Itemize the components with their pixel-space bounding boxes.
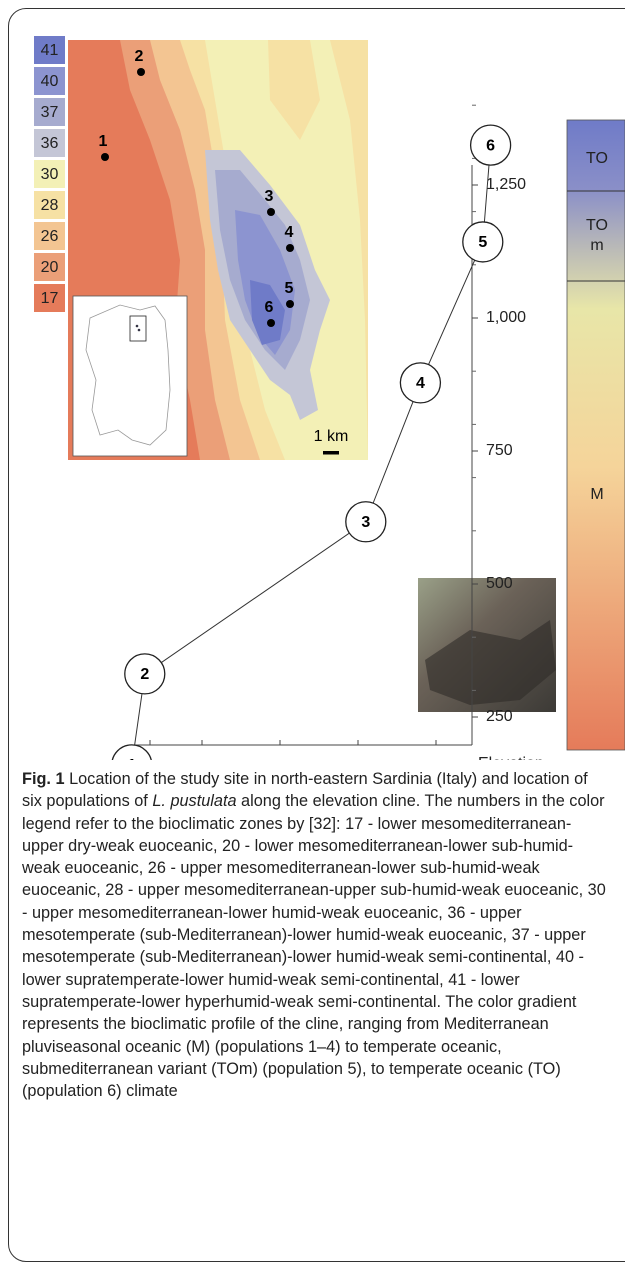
site-label: 2 <box>135 48 144 65</box>
caption-label: Fig. 1 <box>22 770 65 788</box>
x-tick-label: 9 <box>354 758 363 760</box>
legend-label: 20 <box>41 259 59 276</box>
x-axis-label: Km <box>86 758 110 760</box>
legend-label: 41 <box>41 42 59 59</box>
legend-label: 17 <box>41 290 59 307</box>
profile-point-label: 6 <box>486 137 495 154</box>
y-tick-label: 1,000 <box>486 309 526 326</box>
scale-bar <box>323 451 339 455</box>
site-point <box>267 319 275 327</box>
x-tick-label: 3 <box>198 758 207 760</box>
site-label: 1 <box>99 133 108 150</box>
page: 1 km 123456 414037363028262017 TO TOm M … <box>0 0 625 1267</box>
profile-point-label: 5 <box>478 234 487 251</box>
y-tick-label: 500 <box>486 575 513 592</box>
zone-label: TO <box>586 150 608 167</box>
y-tick-label: 250 <box>486 708 513 725</box>
scale-label: 1 km <box>314 428 349 445</box>
profile-point-label: 2 <box>140 666 149 683</box>
site-point <box>267 208 275 216</box>
zone-bar <box>567 120 625 750</box>
y-tick-label: 750 <box>486 442 513 459</box>
legend-label: 30 <box>41 166 59 183</box>
site-point <box>286 244 294 252</box>
species-name: L. pustulata <box>152 792 236 810</box>
legend-label: 36 <box>41 135 59 152</box>
site-point <box>101 153 109 161</box>
figure-caption: Fig. 1 Location of the study site in nor… <box>22 768 610 1102</box>
profile-point-label: 3 <box>361 514 370 531</box>
legend-label: 28 <box>41 197 59 214</box>
site-label: 4 <box>285 224 294 241</box>
site-label: 5 <box>285 280 294 297</box>
legend-label: 40 <box>41 73 59 90</box>
legend-label: 37 <box>41 104 59 121</box>
y-axis-label: Elevation <box>478 755 544 760</box>
x-tick-label: 12 <box>427 758 445 760</box>
profile-point-label: 4 <box>416 375 425 392</box>
inset-site <box>136 325 139 328</box>
site-label: 3 <box>265 188 274 205</box>
site-point <box>137 68 145 76</box>
profile-point-label: 1 <box>127 757 136 760</box>
y-tick-label: 1,250 <box>486 176 526 193</box>
map: 1 km 1 2 3 4 56 <box>68 40 368 460</box>
site-label: 6 <box>265 299 274 316</box>
x-tick-label: 6 <box>276 758 285 760</box>
inset-site <box>138 329 141 332</box>
site-point <box>286 300 294 308</box>
legend: 41 40 37 36 30 28 26 20 17 <box>34 36 65 312</box>
legend-label: 26 <box>41 228 59 245</box>
zone-label: M <box>590 486 603 503</box>
caption-text: along the elevation cline. The numbers i… <box>22 792 606 1100</box>
